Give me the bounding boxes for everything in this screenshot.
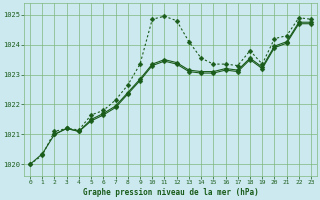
X-axis label: Graphe pression niveau de la mer (hPa): Graphe pression niveau de la mer (hPa) (83, 188, 259, 197)
